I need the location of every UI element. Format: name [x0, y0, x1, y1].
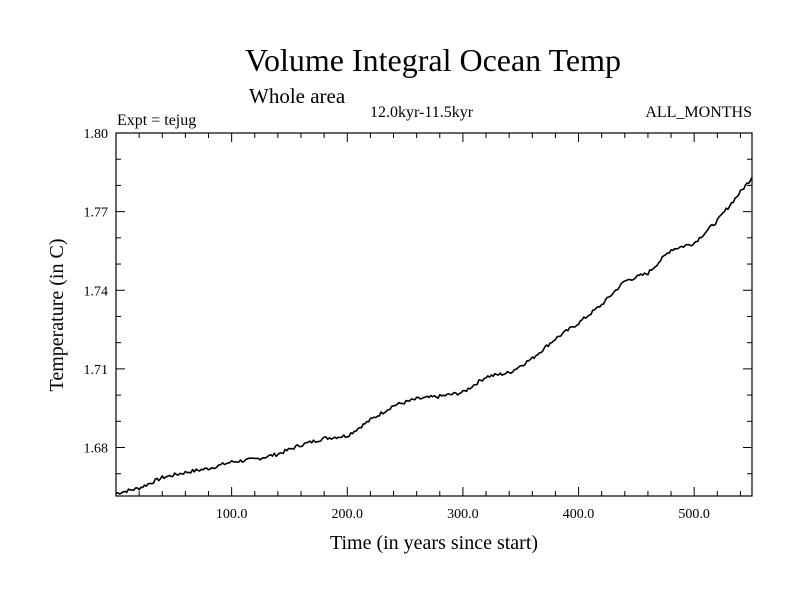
- y-axis-label: Temperature (in C): [46, 239, 68, 392]
- y-tick-label: 1.80: [84, 127, 109, 142]
- chart-title: Volume Integral Ocean Temp: [245, 42, 621, 78]
- months-label: ALL_MONTHS: [645, 104, 752, 121]
- x-tick-label: 100.0: [216, 507, 248, 522]
- x-tick-label: 300.0: [447, 507, 479, 522]
- y-tick-label: 1.71: [84, 363, 109, 378]
- y-tick-label: 1.68: [84, 442, 109, 457]
- series-group: [115, 177, 753, 495]
- experiment-label: Expt = tejug: [117, 112, 196, 129]
- y-axis: 1.68 1.71 1.74 1.77 1.80: [84, 127, 752, 475]
- chart-subtitle: Whole area: [249, 84, 346, 108]
- y-tick-label: 1.74: [84, 284, 109, 299]
- plot-frame: [115, 132, 753, 497]
- y-tick-label: 1.77: [84, 206, 109, 221]
- period-label: 12.0kyr-11.5kyr: [370, 104, 474, 121]
- x-tick-label: 200.0: [332, 507, 364, 522]
- series-line: [115, 177, 753, 495]
- x-tick-label: 500.0: [678, 507, 710, 522]
- x-tick-label: 400.0: [563, 507, 595, 522]
- x-axis-label: Time (in years since start): [330, 532, 538, 554]
- x-axis: 100.0 200.0 300.0 400.0 500.0: [138, 133, 741, 522]
